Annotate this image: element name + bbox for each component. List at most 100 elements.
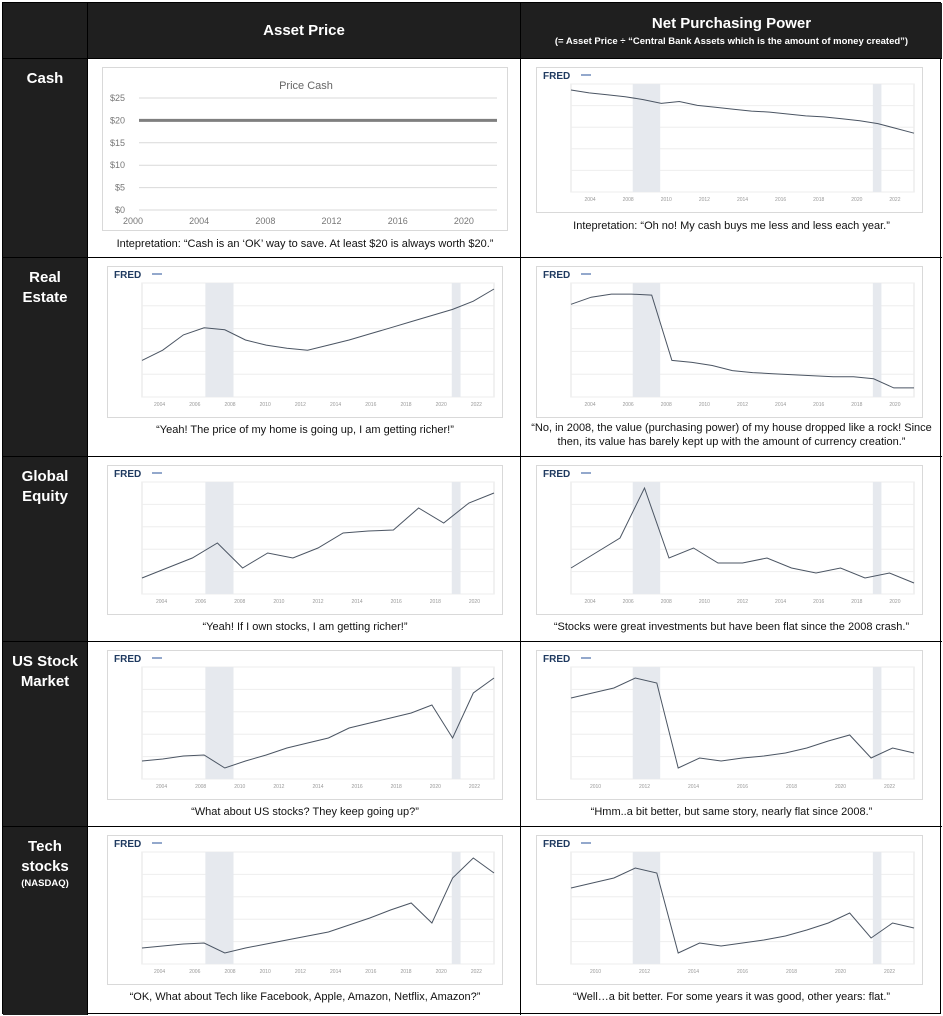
fred-xtick-label: 2004 (584, 599, 595, 605)
fred-chart-svg: FRED 2004 2006 2008 2010 2012 2014 2016 2018 2020… (114, 839, 495, 975)
header-asset-price-title: Asset Price (263, 22, 345, 39)
fred-recession-band (632, 667, 661, 779)
fred-xtick-label: 2012 (699, 197, 710, 203)
fred-xtick-label: 2022 (884, 969, 895, 975)
fred-xtick-label: 2008 (661, 599, 672, 605)
cash-price-chart: Price Cash $0 $5 $10 $15 $20 $25 2000 2004 2008 20… (102, 67, 508, 231)
fred-recession-band (205, 852, 234, 964)
header-asset-price: Asset Price (88, 3, 520, 58)
fred-chart-tech-price: FRED 2004 2006 2008 2010 2012 2014 2016 2018 2020… (107, 835, 503, 985)
fred-xtick-label: 2012 (295, 969, 306, 975)
row-sublabel-text: (NASDAQ) (21, 878, 69, 889)
row-label-global-equity: Global Equity (3, 457, 87, 641)
fred-xtick-label: 2010 (699, 599, 710, 605)
fred-plot-area (570, 282, 915, 398)
fred-xtick-label: 2018 (400, 969, 411, 975)
fred-chart-re-power: FRED 2004 2006 2008 2010 2012 2014 2016 2018 2020 (536, 266, 923, 418)
header-net-purchasing-power: Net Purchasing Power (= Asset Price ÷ “C… (521, 3, 942, 58)
fred-xtick-label: 2018 (391, 784, 402, 790)
fred-series-line (141, 492, 495, 579)
fred-series-line (141, 288, 495, 361)
fred-chart-re-price: FRED 2004 2006 2008 2010 2012 2014 2016 2018 2020… (107, 266, 503, 418)
fred-xtick-label: 2014 (352, 599, 363, 605)
fred-logo: FRED (114, 469, 141, 480)
fred-xtick-label: 2006 (189, 402, 200, 408)
fred-recession-band (205, 482, 234, 594)
fred-logo: FRED (114, 270, 141, 281)
fred-recession-band (872, 482, 882, 594)
fred-series-line (141, 857, 495, 954)
fred-logo: FRED (543, 839, 570, 850)
fred-xtick-label: 2008 (224, 402, 235, 408)
fred-xtick-label: 2014 (688, 969, 699, 975)
fred-plot-area (141, 481, 495, 595)
fred-logo: FRED (114, 839, 141, 850)
fred-recession-band (632, 283, 661, 397)
fred-recession-band (451, 283, 461, 397)
fred-logo: FRED (114, 654, 141, 665)
fred-xtick-label: 2008 (623, 197, 634, 203)
cash-xtick-label: 2016 (388, 216, 408, 226)
row-label-text: Real Estate (22, 269, 68, 306)
fred-xtick-label: 2010 (234, 784, 245, 790)
caption-tech-price: “OK, What about Tech like Facebook, Appl… (129, 991, 481, 1003)
fred-recession-band (205, 667, 234, 779)
fred-logo: FRED (543, 270, 570, 281)
fred-series-line (570, 89, 915, 134)
caption-re-price: “Yeah! The price of my home is going up,… (156, 424, 454, 436)
fred-chart-cash-power: FRED 2004 2008 2010 2012 2014 2016 2018 2020 2022 (536, 67, 923, 213)
caption-re-power: “No, in 2008, the value (purchasing powe… (531, 422, 932, 448)
caption-us-price: “What about US stocks? They keep going u… (191, 806, 419, 818)
fred-xtick-label: 2006 (195, 599, 206, 605)
row-label-text: US Stock Market (12, 653, 78, 690)
fred-xtick-label: 2016 (352, 784, 363, 790)
caption-tech-power: “Well…a bit better. For some years it wa… (572, 991, 891, 1003)
fred-xtick-label: 2020 (469, 599, 480, 605)
fred-xtick-label: 2022 (471, 402, 482, 408)
fred-xtick-label: 2016 (365, 402, 376, 408)
fred-chart-svg: FRED 2010 2012 2014 2016 2018 2020 2022 (543, 839, 915, 975)
fred-recession-band (872, 84, 882, 192)
fred-plot-area (570, 851, 915, 965)
fred-xtick-label: 2012 (639, 784, 650, 790)
fred-xtick-label: 2022 (469, 784, 480, 790)
header-npp-title: Net Purchasing Power (651, 14, 812, 32)
fred-xtick-label: 2008 (234, 599, 245, 605)
fred-xtick-label: 2018 (813, 197, 824, 203)
fred-plot-area (570, 83, 915, 193)
fred-xtick-label: 2012 (273, 784, 284, 790)
cash-ytick-label: $5 (115, 183, 125, 193)
fred-recession-band (205, 283, 234, 397)
caption-ge-power: “Stocks were great investments but have … (553, 621, 910, 633)
fred-xtick-label: 2016 (391, 599, 402, 605)
fred-xtick-label: 2008 (195, 784, 206, 790)
fred-xtick-label: 2012 (639, 969, 650, 975)
fred-plot-area (141, 666, 495, 780)
fred-series-line (570, 486, 915, 584)
fred-xtick-label: 2014 (775, 402, 786, 408)
fred-xtick-label: 2014 (330, 969, 341, 975)
caption-ge-price: “Yeah! If I own stocks, I am getting ric… (202, 621, 408, 633)
fred-xtick-label: 2014 (312, 784, 323, 790)
caption-cash-power: Intepretation: “Oh no! My cash buys me l… (573, 220, 890, 232)
fred-recession-band (872, 283, 882, 397)
fred-xtick-label: 2006 (623, 402, 634, 408)
fred-xtick-label: 2010 (260, 402, 271, 408)
fred-xtick-label: 2004 (154, 402, 165, 408)
fred-xtick-label: 2018 (400, 402, 411, 408)
fred-series-line (141, 677, 495, 769)
fred-recession-band (451, 667, 461, 779)
fred-xtick-label: 2014 (688, 784, 699, 790)
cash-xtick-label: 2012 (322, 216, 342, 226)
fred-chart-ge-price: FRED 2004 2006 2008 2010 2012 2014 2016 2018 2020 (107, 465, 503, 615)
fred-xtick-label: 2012 (295, 402, 306, 408)
fred-xtick-label: 2006 (189, 969, 200, 975)
header-npp-subtitle: (= Asset Price ÷ “Central Bank Assets wh… (554, 35, 909, 47)
fred-xtick-label: 2020 (436, 402, 447, 408)
fred-plot-area (141, 282, 495, 398)
fred-recession-band (451, 482, 461, 594)
fred-xtick-label: 2016 (813, 402, 824, 408)
fred-xtick-label: 2010 (260, 969, 271, 975)
fred-xtick-label: 2004 (154, 969, 165, 975)
